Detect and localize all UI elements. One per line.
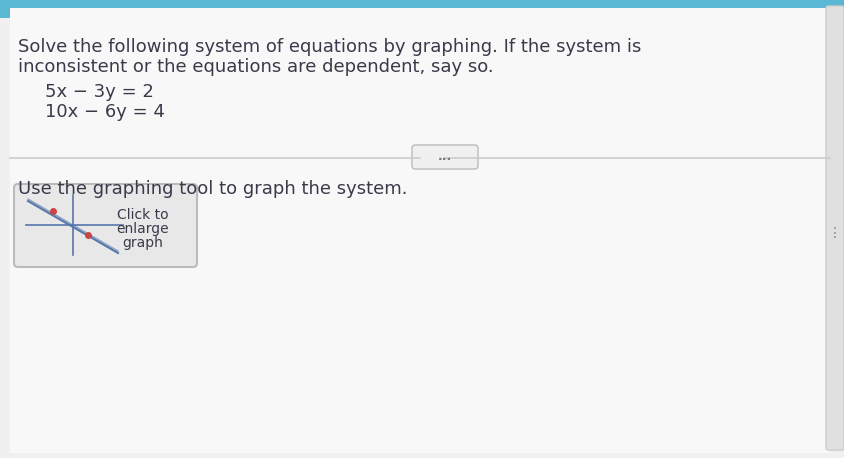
Text: Solve the following system of equations by graphing. If the system is: Solve the following system of equations … (18, 38, 641, 56)
FancyBboxPatch shape (412, 145, 478, 169)
Text: 5x − 3y = 2: 5x − 3y = 2 (45, 83, 154, 101)
Text: graph: graph (122, 236, 163, 250)
FancyBboxPatch shape (10, 8, 829, 453)
Text: 10x − 6y = 4: 10x − 6y = 4 (45, 103, 165, 121)
Text: inconsistent or the equations are dependent, say so.: inconsistent or the equations are depend… (18, 58, 493, 76)
FancyBboxPatch shape (0, 0, 844, 18)
Text: enlarge: enlarge (116, 222, 169, 236)
FancyBboxPatch shape (14, 184, 197, 267)
Text: Click to: Click to (117, 208, 169, 222)
Text: ⋮: ⋮ (827, 226, 841, 240)
FancyBboxPatch shape (825, 6, 843, 450)
Text: ...: ... (437, 151, 452, 164)
Text: Use the graphing tool to graph the system.: Use the graphing tool to graph the syste… (18, 180, 407, 198)
